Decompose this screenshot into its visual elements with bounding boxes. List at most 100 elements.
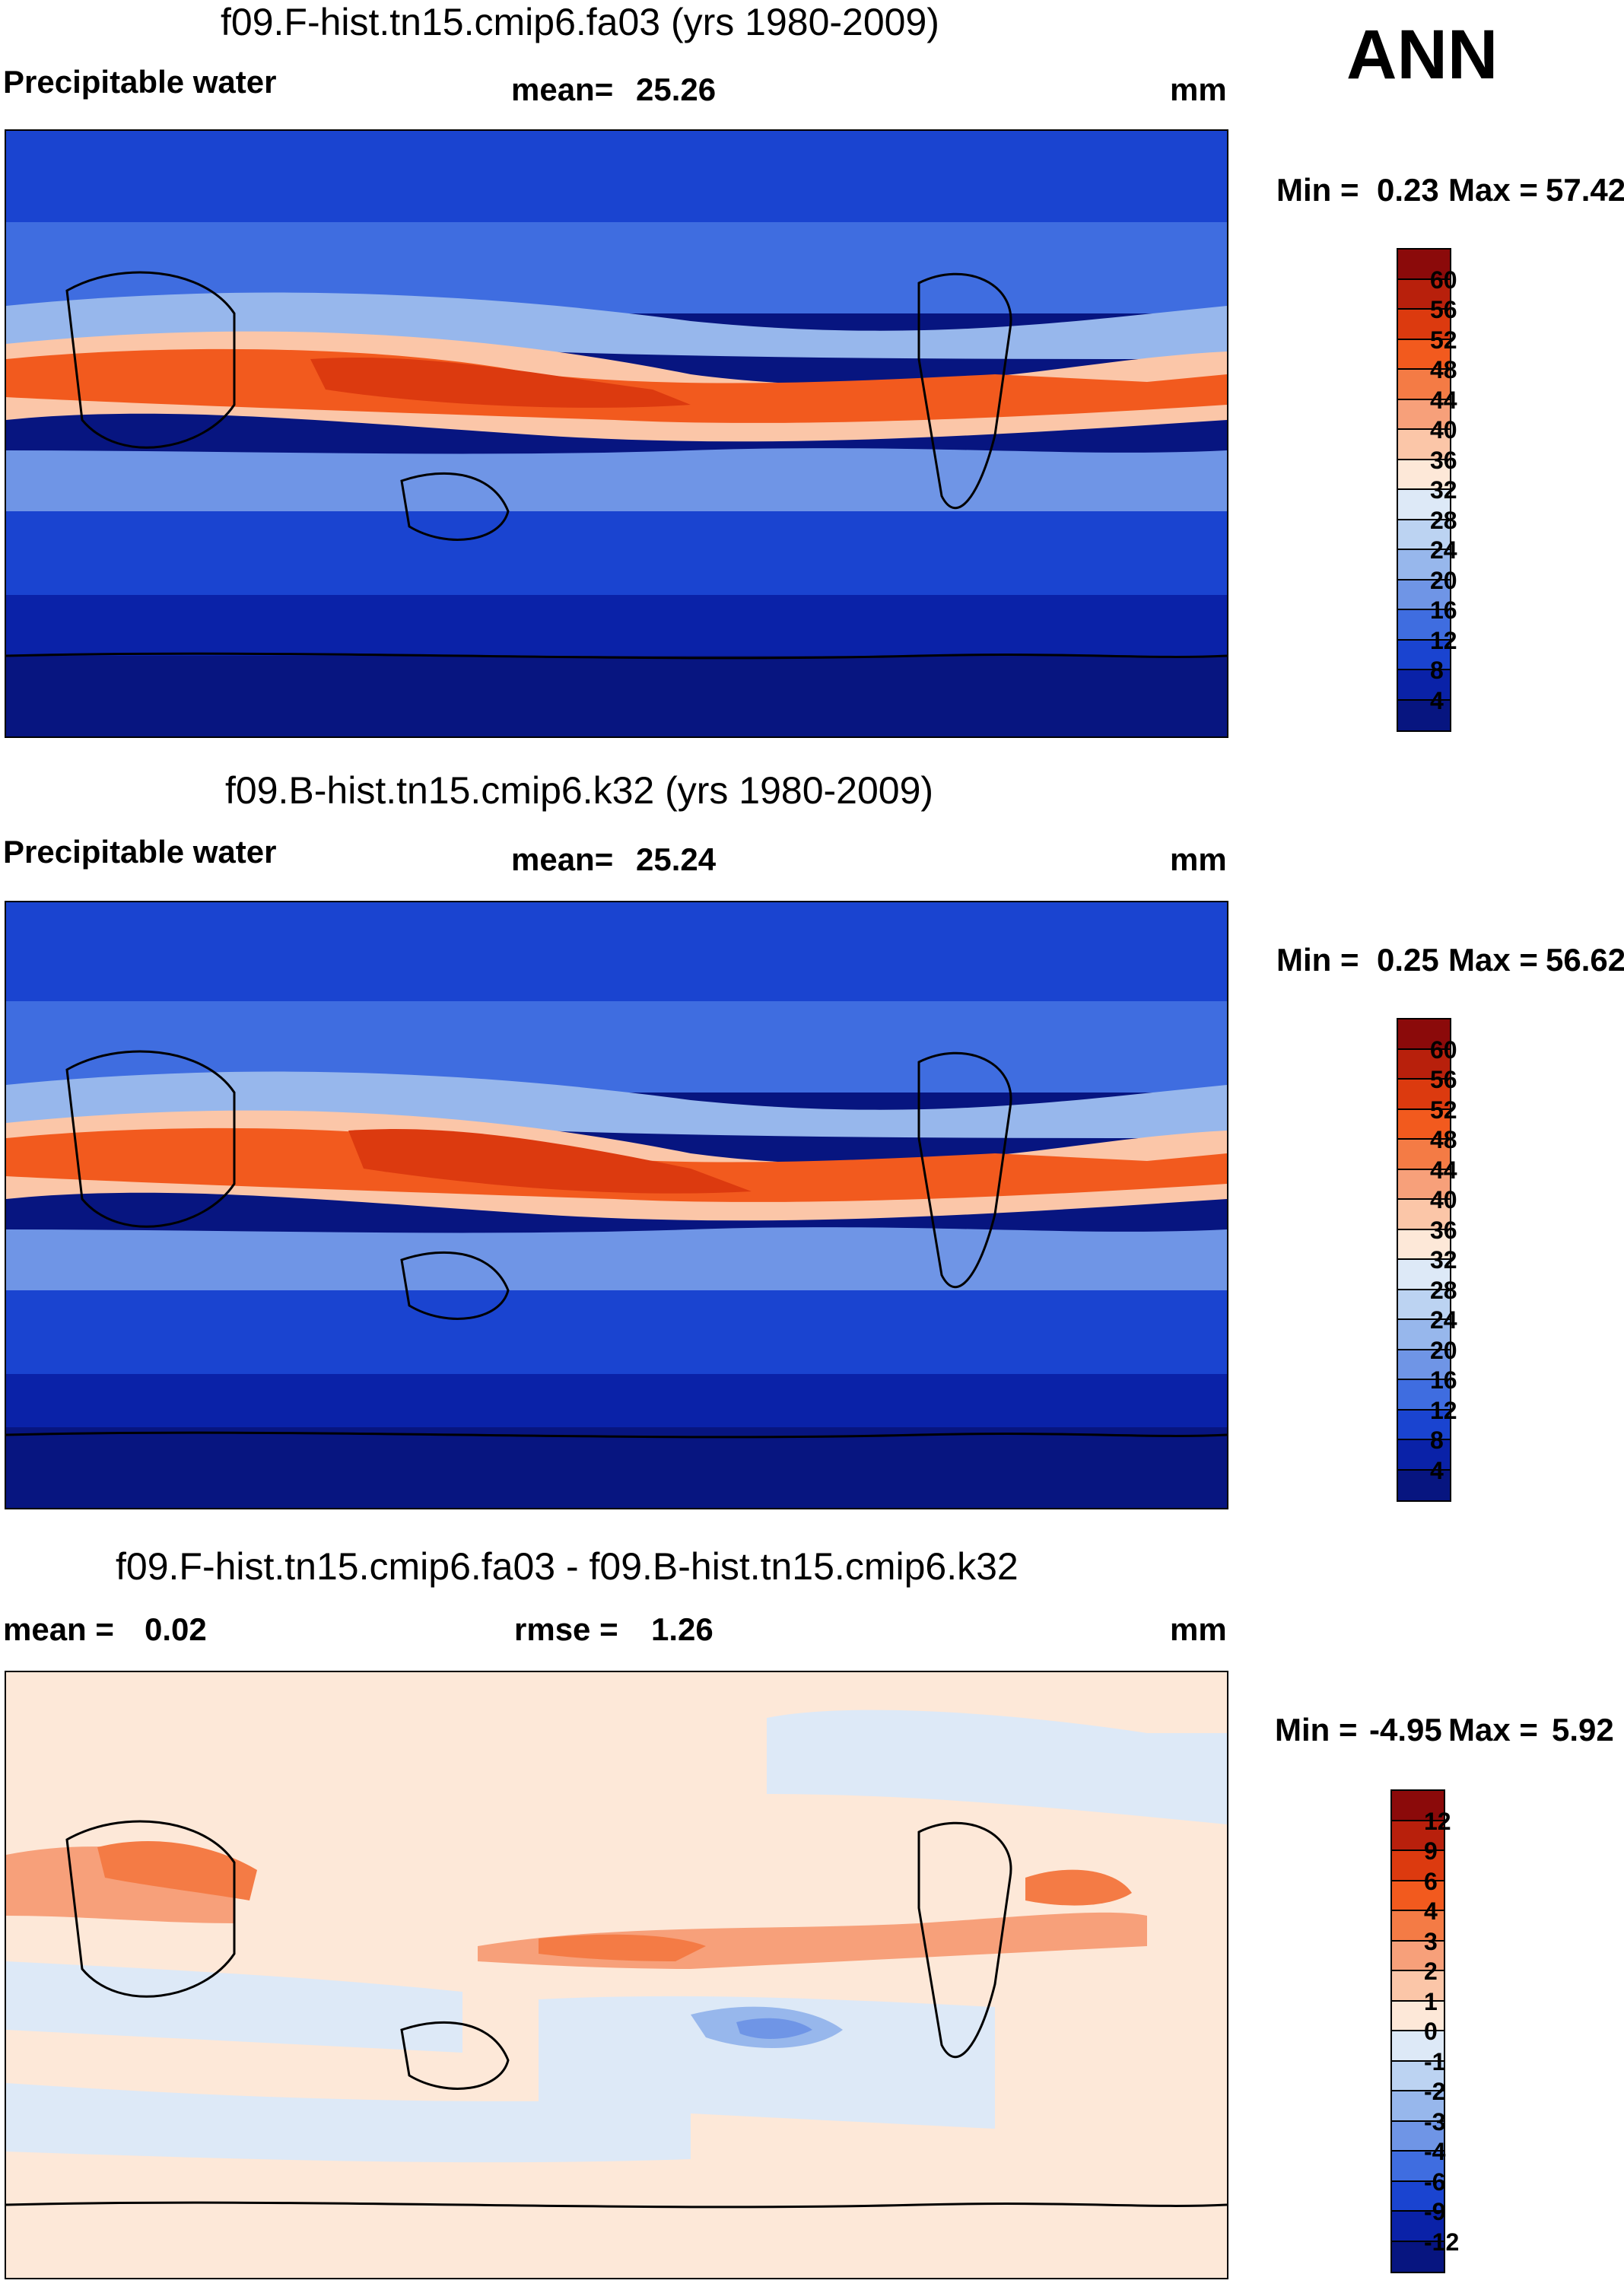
colorbar-segment <box>1392 2152 1444 2182</box>
colorbar-tick-label: -9 <box>1424 2198 1446 2225</box>
colorbar-segment <box>1398 550 1450 580</box>
colorbar-tick-label: -4 <box>1424 2138 1446 2165</box>
colorbar-tick-label: 20 <box>1430 1336 1457 1364</box>
colorbar-segment <box>1398 1290 1450 1320</box>
colorbar-tick-label: 44 <box>1430 1156 1457 1184</box>
panel3-min-value: -4.95 <box>1369 1712 1442 1748</box>
colorbar-tick-label: 0 <box>1424 2018 1438 2045</box>
panel3-map-svg <box>6 1672 1227 2278</box>
colorbar-segment <box>1398 1470 1450 1500</box>
colorbar-segment <box>1398 670 1450 701</box>
colorbar-tick-label: 4 <box>1430 1456 1444 1484</box>
colorbar-segment <box>1398 370 1450 400</box>
panel2-min-value: 0.25 <box>1377 942 1439 978</box>
colorbar-segment <box>1392 1941 1444 1971</box>
colorbar-segment <box>1398 1169 1450 1200</box>
colorbar-segment <box>1392 1821 1444 1851</box>
colorbar-segment <box>1398 1229 1450 1260</box>
colorbar-segment <box>1398 1109 1450 1140</box>
colorbar-segment <box>1398 1080 1450 1110</box>
panel2-mean-value: 25.24 <box>636 841 717 877</box>
colorbar-tick-label: 4 <box>1424 1897 1438 1925</box>
panel3-mean-value: 0.02 <box>145 1611 207 1647</box>
colorbar-tick-label: 56 <box>1430 296 1457 323</box>
colorbar-tick-label: 32 <box>1430 1246 1457 1274</box>
panel3-colorbar <box>1390 1789 1445 2273</box>
panel2-map-svg <box>6 902 1227 1508</box>
panel2-units: mm <box>1170 841 1227 877</box>
colorbar-segment <box>1398 1380 1450 1411</box>
panel2-min-label: Min = <box>1276 942 1359 978</box>
panel3-units: mm <box>1170 1611 1227 1647</box>
colorbar-tick-label: 1 <box>1424 1987 1438 2015</box>
panel1-map <box>5 129 1228 738</box>
colorbar-segment <box>1392 1881 1444 1911</box>
colorbar-tick-label: 36 <box>1430 1216 1457 1244</box>
panel3-min-label: Min = <box>1275 1712 1358 1748</box>
colorbar-segment <box>1398 1410 1450 1440</box>
colorbar-segment <box>1398 430 1450 460</box>
colorbar-tick-label: 20 <box>1430 566 1457 594</box>
colorbar-tick-label: 60 <box>1430 1035 1457 1064</box>
colorbar-tick-label: 12 <box>1424 1807 1451 1835</box>
colorbar-segment <box>1398 1350 1450 1380</box>
colorbar-segment <box>1392 1911 1444 1942</box>
panel3-max-value: 5.92 <box>1552 1712 1614 1748</box>
colorbar-tick-label: 52 <box>1430 326 1457 354</box>
colorbar-tick-label: 16 <box>1430 596 1457 624</box>
colorbar-segment <box>1392 2241 1444 2272</box>
panel2-map <box>5 901 1228 1509</box>
colorbar-tick-label: 60 <box>1430 266 1457 294</box>
colorbar-segment <box>1398 399 1450 430</box>
colorbar-tick-label: 52 <box>1430 1096 1457 1124</box>
panel1-title: f09.F-hist.tn15.cmip6.fa03 (yrs 1980-200… <box>221 1 939 43</box>
panel1-mean-value: 25.26 <box>636 72 717 107</box>
colorbar-segment <box>1398 310 1450 340</box>
colorbar-segment <box>1398 1320 1450 1350</box>
panel2-title: f09.B-hist.tn15.cmip6.k32 (yrs 1980-2009… <box>225 769 934 812</box>
panel3-rmse-value: 1.26 <box>651 1611 713 1647</box>
panel1-units: mm <box>1170 72 1227 107</box>
panel3-max-label: Max = <box>1448 1712 1538 1748</box>
colorbar-tick-label: 28 <box>1430 506 1457 534</box>
colorbar-segment <box>1398 700 1450 730</box>
colorbar-tick-label: -6 <box>1424 2168 1446 2196</box>
colorbar-segment <box>1392 2031 1444 2062</box>
colorbar-tick-label: 2 <box>1424 1958 1438 1985</box>
colorbar-segment <box>1398 1019 1450 1050</box>
colorbar-segment <box>1398 610 1450 641</box>
colorbar-segment <box>1398 1200 1450 1230</box>
colorbar-tick-label: 56 <box>1430 1066 1457 1093</box>
colorbar-tick-label: 28 <box>1430 1276 1457 1304</box>
colorbar-tick-label: 6 <box>1424 1867 1438 1895</box>
colorbar-segment <box>1398 1049 1450 1080</box>
colorbar-segment <box>1398 580 1450 610</box>
colorbar-tick-label: 24 <box>1430 1306 1457 1334</box>
colorbar-segment <box>1392 2121 1444 2152</box>
colorbar-tick-label: 4 <box>1430 686 1444 714</box>
panel2-colorbar <box>1397 1018 1451 1502</box>
colorbar-segment <box>1392 1971 1444 2002</box>
panel3-title: f09.F-hist.tn15.cmip6.fa03 - f09.B-hist.… <box>116 1545 1019 1588</box>
panel1-max-value: 57.42 <box>1546 172 1624 208</box>
colorbar-tick-label: 40 <box>1430 1186 1457 1213</box>
panel3-map <box>5 1671 1228 2279</box>
panel1-variable: Precipitable water <box>3 64 277 100</box>
colorbar-segment <box>1398 520 1450 550</box>
colorbar-segment <box>1392 2061 1444 2091</box>
colorbar-tick-label: 3 <box>1424 1927 1438 1955</box>
season-label: ANN <box>1346 16 1498 94</box>
colorbar-segment <box>1398 339 1450 370</box>
colorbar-tick-label: 24 <box>1430 536 1457 564</box>
colorbar-segment <box>1398 460 1450 490</box>
panel1-min-label: Min = <box>1276 172 1359 208</box>
colorbar-tick-label: 48 <box>1430 356 1457 383</box>
colorbar-tick-label: 48 <box>1430 1126 1457 1153</box>
colorbar-segment <box>1392 2181 1444 2212</box>
colorbar-segment <box>1398 279 1450 310</box>
colorbar-tick-label: 16 <box>1430 1366 1457 1394</box>
colorbar-tick-label: -2 <box>1424 2078 1446 2105</box>
colorbar-segment <box>1398 1260 1450 1290</box>
colorbar-segment <box>1392 2001 1444 2031</box>
colorbar-tick-label: -12 <box>1424 2228 1460 2256</box>
